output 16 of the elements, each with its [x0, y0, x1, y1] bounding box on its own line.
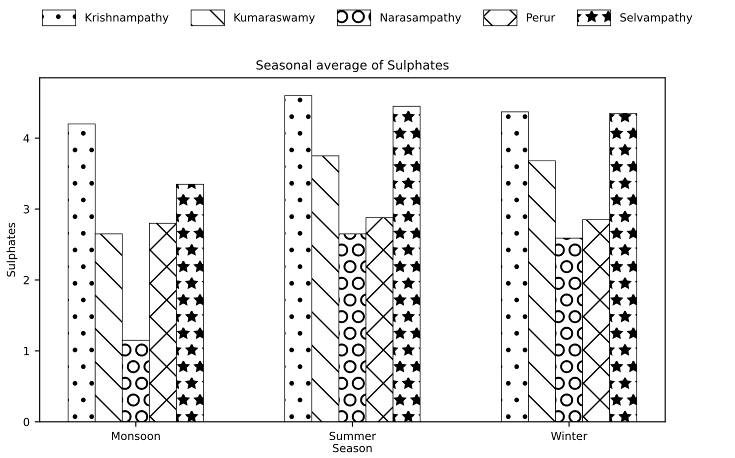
legend-label: Krishnampathy: [86, 13, 169, 24]
x-axis-title: Season: [333, 444, 372, 452]
legend-label: Perur: [526, 13, 556, 22]
legend-label: Selvampathy: [620, 13, 692, 24]
chart-title: Seasonal average of Sulphates: [256, 60, 449, 72]
y-tick-label: 4: [23, 134, 30, 142]
legend-label: Narasampathy: [380, 13, 462, 24]
y-tick-label: 0: [24, 418, 30, 426]
x-tick-label: Monsoon: [112, 432, 160, 440]
y-tick-label: 2: [24, 276, 29, 284]
y-tick-label: 1: [24, 347, 29, 356]
y-tick-label: 3: [24, 205, 30, 214]
x-tick-label: Summer: [330, 432, 376, 440]
x-tick-label: Winter: [551, 432, 588, 440]
legend-label: Kumaraswamy: [234, 13, 315, 24]
y-axis-title: Sulphates: [6, 222, 18, 277]
